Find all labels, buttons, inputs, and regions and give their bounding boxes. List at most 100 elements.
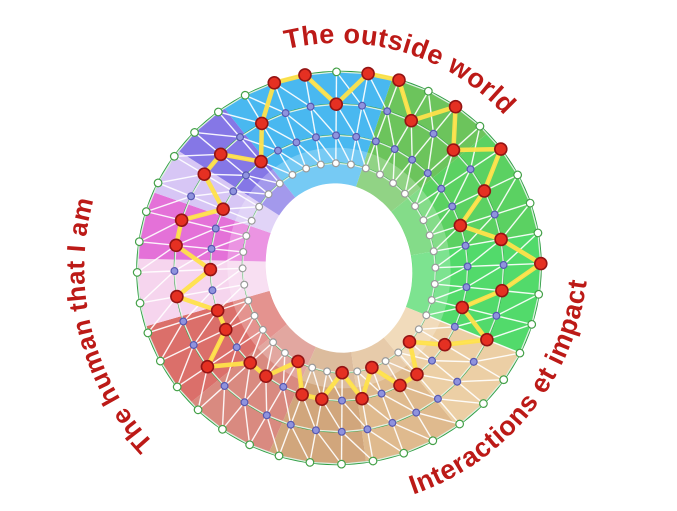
wheel-node[interactable] xyxy=(229,187,238,196)
selected-node[interactable] xyxy=(365,360,379,375)
selected-node[interactable] xyxy=(410,367,424,382)
wheel-node[interactable] xyxy=(240,280,249,289)
wheel-node[interactable] xyxy=(352,132,361,141)
wheel-node[interactable] xyxy=(193,405,203,415)
wheel-node[interactable] xyxy=(389,179,398,188)
wheel-node[interactable] xyxy=(280,348,289,357)
wheel-node[interactable] xyxy=(427,296,436,305)
selected-node[interactable] xyxy=(455,300,470,315)
wheel-node[interactable] xyxy=(242,231,251,240)
wheel-node[interactable] xyxy=(461,241,470,250)
selected-node[interactable] xyxy=(495,283,509,298)
wheel-node[interactable] xyxy=(311,426,320,435)
selected-node[interactable] xyxy=(170,289,184,304)
wheel-node[interactable] xyxy=(425,231,434,240)
wheel-node[interactable] xyxy=(286,420,295,429)
selected-node[interactable] xyxy=(402,334,417,349)
wheel-node[interactable] xyxy=(169,151,179,161)
wheel-node[interactable] xyxy=(428,436,438,446)
wheel-node[interactable] xyxy=(492,311,501,320)
wheel-node[interactable] xyxy=(490,210,499,219)
selected-node[interactable] xyxy=(315,392,329,406)
wheel-node[interactable] xyxy=(499,375,509,385)
selected-node[interactable] xyxy=(393,378,407,393)
wheel-node[interactable] xyxy=(132,268,142,277)
wheel-node[interactable] xyxy=(455,419,465,429)
wheel-node[interactable] xyxy=(428,356,437,365)
wheel-node[interactable] xyxy=(337,396,346,405)
selected-node[interactable] xyxy=(392,73,406,87)
selected-node[interactable] xyxy=(329,97,344,111)
wheel-node[interactable] xyxy=(207,244,216,253)
wheel-node[interactable] xyxy=(269,338,278,347)
wheel-node[interactable] xyxy=(305,458,315,467)
wheel-node[interactable] xyxy=(274,451,284,461)
wheel-node[interactable] xyxy=(239,247,248,256)
wheel-node[interactable] xyxy=(453,377,462,386)
wheel-node[interactable] xyxy=(466,165,475,174)
wheel-node[interactable] xyxy=(513,170,523,180)
wheel-node[interactable] xyxy=(371,137,380,146)
selected-node[interactable] xyxy=(218,322,233,337)
selected-node[interactable] xyxy=(174,213,189,228)
wheel-node[interactable] xyxy=(412,408,421,417)
selected-node[interactable] xyxy=(197,167,212,181)
wheel-node[interactable] xyxy=(240,398,249,407)
wheel-node[interactable] xyxy=(279,382,288,391)
selected-node[interactable] xyxy=(355,391,369,406)
selected-node[interactable] xyxy=(255,116,269,131)
wheel-node[interactable] xyxy=(469,357,478,366)
wheel-node[interactable] xyxy=(463,262,472,271)
selected-node[interactable] xyxy=(259,369,273,384)
wheel-node[interactable] xyxy=(462,283,471,292)
wheel-node[interactable] xyxy=(361,164,370,173)
wheel-node[interactable] xyxy=(368,456,378,466)
wheel-node[interactable] xyxy=(337,459,346,469)
wheel-node[interactable] xyxy=(170,267,179,276)
selected-node[interactable] xyxy=(291,354,305,369)
wheel-node[interactable] xyxy=(383,107,392,116)
wheel-node[interactable] xyxy=(346,160,355,169)
selected-node[interactable] xyxy=(213,147,228,162)
wheel-node[interactable] xyxy=(143,328,153,338)
wheel-node[interactable] xyxy=(388,418,397,427)
selected-node[interactable] xyxy=(534,256,548,271)
wheel-node[interactable] xyxy=(250,311,259,320)
wheel-node[interactable] xyxy=(292,138,301,147)
wheel-node[interactable] xyxy=(134,237,144,247)
wheel-node[interactable] xyxy=(187,192,196,201)
wheel-node[interactable] xyxy=(232,343,241,352)
selected-node[interactable] xyxy=(200,359,215,374)
wheel-node[interactable] xyxy=(377,389,386,398)
wheel-node[interactable] xyxy=(433,394,442,403)
wheel-node[interactable] xyxy=(273,146,282,155)
wheel-node[interactable] xyxy=(394,348,403,357)
wheel-node[interactable] xyxy=(400,189,409,198)
wheel-node[interactable] xyxy=(135,298,145,308)
wheel-node[interactable] xyxy=(499,260,508,269)
selected-node[interactable] xyxy=(437,337,452,352)
wheel-node[interactable] xyxy=(429,129,438,138)
wheel-node[interactable] xyxy=(423,86,433,96)
wheel-node[interactable] xyxy=(431,263,440,272)
wheel-node[interactable] xyxy=(353,367,362,376)
wheel-node[interactable] xyxy=(515,348,525,358)
wheel-node[interactable] xyxy=(448,202,457,211)
wheel-node[interactable] xyxy=(241,171,250,180)
wheel-node[interactable] xyxy=(337,427,346,436)
selected-node[interactable] xyxy=(267,76,282,90)
wheel-node[interactable] xyxy=(450,322,459,331)
wheel-node[interactable] xyxy=(240,90,250,100)
wheel-node[interactable] xyxy=(525,198,535,208)
wheel-node[interactable] xyxy=(264,190,273,199)
selected-node[interactable] xyxy=(216,202,230,217)
wheel-node[interactable] xyxy=(423,169,432,178)
wheel-node[interactable] xyxy=(311,133,320,142)
wheel-node[interactable] xyxy=(220,381,229,390)
wheel-node[interactable] xyxy=(189,341,198,350)
selected-node[interactable] xyxy=(453,218,468,233)
selected-node[interactable] xyxy=(295,387,309,402)
wheel-node[interactable] xyxy=(244,296,253,305)
selected-node[interactable] xyxy=(480,332,494,347)
wheel-node[interactable] xyxy=(236,133,245,142)
